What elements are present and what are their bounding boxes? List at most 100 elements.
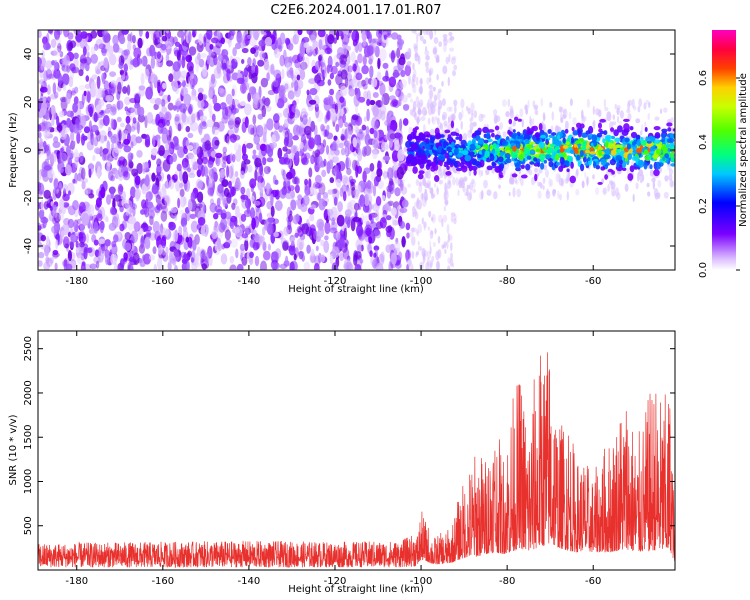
- heatmap-band-cell: [566, 168, 570, 173]
- heatmap-cell: [460, 98, 465, 109]
- heatmap-cell: [285, 255, 289, 264]
- heatmap-cell: [462, 133, 468, 141]
- heatmap-cell: [180, 217, 188, 228]
- heatmap-cell: [250, 47, 256, 54]
- heatmap-cell: [438, 88, 442, 94]
- heatmap-band-cell: [632, 141, 636, 146]
- heatmap-cell: [279, 32, 286, 45]
- heatmap-cell: [363, 116, 367, 122]
- heatmap-cell: [263, 250, 271, 260]
- heatmap-cell: [38, 260, 43, 267]
- heatmap-cell: [318, 198, 326, 211]
- heatmap-cell: [83, 90, 87, 97]
- heatmap-cell: [429, 262, 432, 270]
- heatmap-cell: [124, 232, 132, 240]
- heatmap-cell: [119, 258, 125, 269]
- heatmap-cell: [344, 128, 348, 142]
- heatmap-cell: [434, 228, 437, 235]
- heatmap-band-cell: [518, 153, 524, 161]
- x-tick-label: -140: [238, 576, 261, 587]
- heatmap-cell: [187, 132, 194, 139]
- heatmap-cell: [291, 105, 299, 114]
- heatmap-cell: [240, 82, 247, 94]
- heatmap-cell: [67, 250, 72, 262]
- heatmap-cell: [369, 162, 375, 172]
- heatmap-band-cell: [538, 153, 546, 160]
- heatmap-cell: [317, 155, 323, 169]
- heatmap-cell: [436, 117, 440, 125]
- heatmap-cell: [38, 124, 42, 132]
- heatmap-cell: [550, 101, 552, 108]
- heatmap-cell: [421, 247, 426, 258]
- heatmap-cell: [444, 182, 447, 193]
- heatmap-cell: [329, 88, 335, 96]
- heatmap-band-cell: [604, 148, 611, 155]
- heatmap-band-cell: [599, 131, 606, 134]
- heatmap-cell: [386, 215, 392, 221]
- heatmap-cell: [483, 179, 488, 189]
- heatmap-cell: [337, 201, 343, 212]
- x-tick-label: -100: [410, 276, 433, 287]
- heatmap-cell: [110, 187, 115, 200]
- heatmap-cell: [176, 69, 181, 79]
- heatmap-cell: [62, 83, 67, 91]
- heatmap-cell: [393, 162, 399, 168]
- heatmap-cell: [63, 54, 70, 66]
- heatmap-cell: [427, 226, 430, 231]
- heatmap-cell: [152, 246, 157, 255]
- heatmap-cell: [560, 178, 564, 187]
- heatmap-cell: [249, 178, 257, 189]
- heatmap-cell: [283, 108, 291, 118]
- heatmap-cell: [208, 49, 214, 57]
- heatmap-cell: [472, 188, 477, 193]
- heatmap-cell: [185, 236, 190, 243]
- heatmap-cell: [411, 236, 416, 246]
- heatmap-cell: [247, 57, 252, 66]
- heatmap-cell: [444, 200, 449, 205]
- heatmap-cell: [208, 103, 213, 114]
- heatmap-cell: [45, 143, 51, 157]
- heatmap-cell: [251, 72, 258, 84]
- heatmap-band-cell: [484, 150, 488, 156]
- heatmap-cell: [366, 108, 370, 122]
- heatmap-band-cell: [438, 145, 442, 154]
- heatmap-cell: [341, 175, 348, 185]
- heatmap-cell: [355, 30, 360, 44]
- heatmap-cell: [124, 199, 133, 209]
- heatmap-cell: [394, 139, 400, 151]
- heatmap-cell: [127, 264, 134, 270]
- heatmap-cell: [438, 179, 443, 185]
- heatmap-cell: [437, 249, 442, 259]
- heatmap-cell: [211, 230, 218, 240]
- heatmap-band-cell: [603, 153, 610, 160]
- heatmap-cell: [227, 30, 235, 41]
- heatmap-cell: [179, 195, 187, 208]
- heatmap-cell: [286, 69, 294, 79]
- heatmap-cell: [157, 150, 165, 156]
- heatmap-cell: [254, 169, 258, 182]
- heatmap-cell: [156, 166, 163, 173]
- heatmap-cell: [49, 257, 54, 264]
- heatmap-cell: [241, 59, 245, 64]
- heatmap-cell: [138, 85, 146, 91]
- heatmap-band-cell: [558, 165, 564, 172]
- heatmap-band-cell: [576, 154, 581, 161]
- heatmap-cell: [399, 78, 408, 89]
- heatmap-cell: [216, 61, 222, 75]
- heatmap-band-cell: [587, 157, 591, 162]
- heatmap-band-cell: [484, 144, 489, 151]
- heatmap-cell: [419, 99, 424, 107]
- heatmap-cell: [72, 123, 78, 134]
- heatmap-cell: [257, 44, 265, 52]
- heatmap-band-cell: [534, 173, 538, 182]
- heatmap-cell: [357, 42, 363, 53]
- heatmap-band-cell: [631, 156, 639, 161]
- heatmap-band-cell: [615, 155, 623, 161]
- heatmap-cell: [251, 217, 256, 230]
- x-tick-label: -80: [499, 576, 515, 587]
- heatmap-band-cell: [557, 140, 562, 145]
- heatmap-cell: [329, 227, 338, 234]
- heatmap-cell: [234, 170, 239, 178]
- heatmap-cell: [342, 247, 350, 260]
- heatmap-cell: [296, 177, 300, 185]
